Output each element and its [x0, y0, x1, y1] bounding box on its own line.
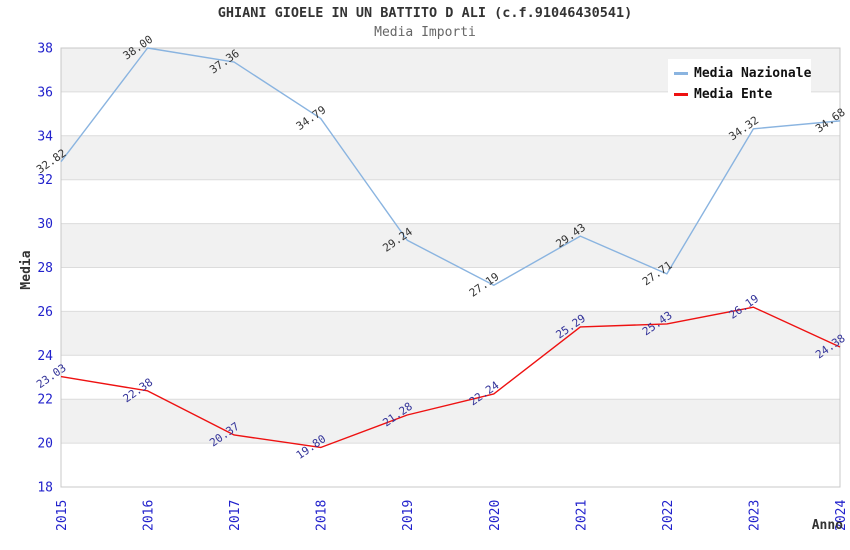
line-swatch-media-ente-icon	[674, 93, 688, 96]
y-tick-label: 34	[37, 129, 53, 144]
y-tick-label: 22	[37, 393, 53, 408]
y-tick-label: 28	[37, 261, 53, 276]
series-line-media-nazionale	[60, 47, 841, 286]
x-tick-label: 2023	[747, 500, 762, 531]
legend-label: Media Nazionale	[694, 66, 812, 81]
y-tick-label: 26	[37, 305, 53, 320]
y-tick-label: 36	[37, 85, 53, 100]
point-label-media-ente: 23.03	[34, 361, 69, 391]
plot-band	[61, 311, 840, 356]
y-tick-label: 20	[37, 437, 53, 452]
x-tick-label: 2020	[488, 500, 503, 531]
legend-item-media-ente: Media Ente	[668, 84, 811, 105]
y-tick-label: 30	[37, 217, 53, 232]
x-tick-label: 2017	[228, 500, 243, 531]
y-tick-label: 32	[37, 173, 53, 188]
x-tick-label: 2021	[574, 500, 589, 531]
x-tick-label: 2016	[142, 500, 157, 531]
x-tick-label: 2015	[55, 500, 70, 531]
legend-item-media-nazionale: Media Nazionale	[668, 63, 811, 84]
line-swatch-media-nazionale-icon	[674, 72, 688, 75]
x-axis-title: Anno	[812, 518, 843, 533]
chart-title: GHIANI GIOELE IN UN BATTITO D ALI (c.f.9…	[217, 5, 633, 21]
plot-band	[61, 135, 840, 180]
y-tick-label: 18	[37, 481, 53, 496]
y-axis-title: Media	[19, 250, 34, 289]
chart-legend: Media Nazionale Media Ente	[668, 59, 811, 110]
series-line-media-ente	[60, 306, 841, 449]
chart-subtitle: Media Importi	[374, 25, 476, 40]
point-label-media-nazionale: 34.79	[294, 103, 329, 133]
y-tick-label: 24	[37, 349, 53, 364]
legend-label: Media Ente	[694, 87, 773, 102]
x-tick-label: 2019	[401, 500, 416, 531]
y-tick-label: 38	[37, 42, 53, 57]
plot-border	[60, 47, 841, 488]
point-label-media-nazionale: 34.68	[813, 106, 848, 136]
x-tick-label: 2024	[834, 500, 849, 531]
x-tick-label: 2018	[315, 500, 330, 531]
plot-band	[61, 399, 840, 444]
plot-band	[61, 223, 840, 268]
x-tick-label: 2022	[661, 500, 676, 531]
